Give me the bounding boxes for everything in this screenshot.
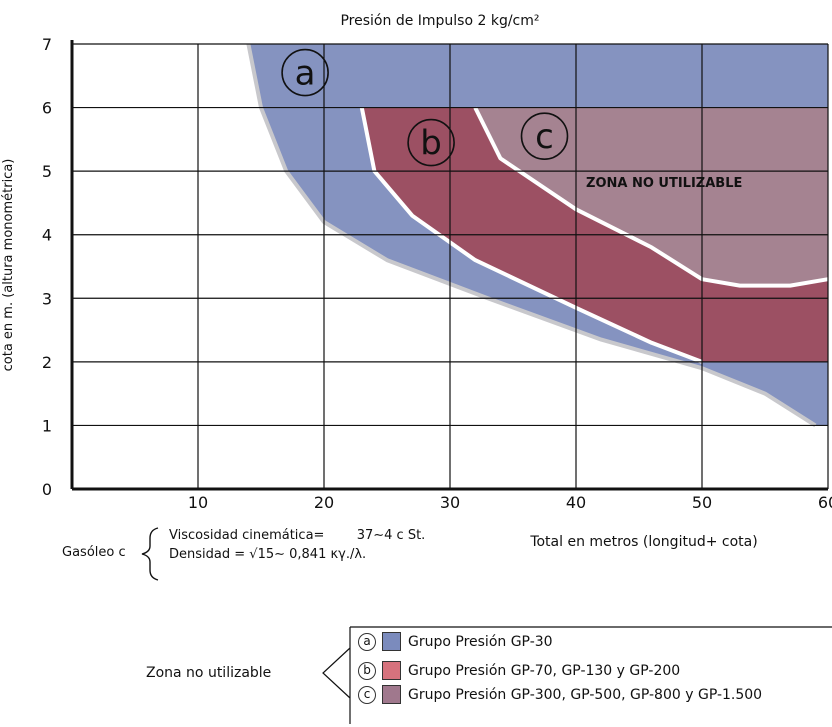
x-tick-label: 40 [566, 493, 586, 512]
y-tick-label: 3 [42, 289, 52, 308]
y-tick-label: 4 [42, 226, 52, 245]
fuel-label: Gasóleo c [62, 545, 126, 560]
x-tick-label: 50 [692, 493, 712, 512]
y-tick-label: 0 [42, 480, 52, 499]
chart-title: Presión de Impulso 2 kg/cm² [340, 13, 539, 29]
svg-text:b: b [420, 124, 442, 164]
zone-annotation: ZONA NO UTILIZABLE [586, 176, 742, 191]
legend-swatch [382, 632, 401, 651]
x-axis-label: Total en metros (longitud+ cota) [529, 534, 757, 550]
legend-label: Grupo Presión GP-70, GP-130 y GP-200 [408, 662, 681, 679]
legend-swatch [382, 685, 401, 704]
y-tick-label: 5 [42, 162, 52, 181]
region-marker-b: b [407, 118, 455, 167]
viscosity-label: Viscosidad cinemática= [169, 528, 325, 543]
region-c [475, 107, 828, 286]
x-tick-label: 10 [188, 493, 208, 512]
region-markers: a b c [281, 48, 569, 167]
notes-brace [141, 527, 159, 581]
region-marker-c: c [520, 112, 569, 160]
viscosity-note: Viscosidad cinemática= 37∼4 c St. [169, 528, 425, 543]
x-tick-label: 30 [440, 493, 460, 512]
density-note: Densidad = √15∼ 0,841 κγ./λ. [169, 547, 366, 562]
y-tick-label: 7 [42, 35, 52, 54]
legend-item-b: b Grupo Presión GP-70, GP-130 y GP-200 [358, 661, 680, 680]
svg-text:a: a [295, 54, 316, 94]
legend-title: Zona no utilizable [146, 665, 272, 681]
legend-marker: c [358, 685, 376, 704]
legend-marker: b [358, 661, 376, 680]
legend-label: Grupo Presión GP-300, GP-500, GP-800 y G… [408, 686, 763, 703]
boundary-a [246, 43, 817, 428]
y-tick-label: 2 [42, 353, 52, 372]
grid [70, 40, 829, 491]
legend-marker: a [358, 632, 376, 651]
x-tick-label: 60 [818, 493, 832, 512]
legend-swatch [382, 661, 401, 680]
density-label: Densidad = [169, 547, 246, 562]
ticks: 10 20 30 40 50 60 0 1 2 3 4 5 6 7 [42, 35, 832, 512]
region-marker-a: a [281, 48, 329, 97]
density-value: √15∼ 0,841 κγ./λ. [249, 547, 367, 562]
boundary-c [473, 106, 829, 288]
legend-item-a: a Grupo Presión GP-30 [358, 632, 553, 651]
legend-label: Grupo Presión GP-30 [408, 633, 553, 650]
viscosity-value: 37∼4 c St. [356, 528, 426, 543]
legend-bracket [322, 626, 832, 724]
y-tick-label: 6 [42, 99, 52, 118]
x-tick-label: 20 [314, 493, 334, 512]
y-tick-label: 1 [42, 416, 52, 435]
y-axis-label: cota en m. (altura monométrica) [1, 159, 16, 372]
legend-item-c: c Grupo Presión GP-300, GP-500, GP-800 y… [358, 685, 762, 704]
svg-text:c: c [535, 117, 554, 157]
